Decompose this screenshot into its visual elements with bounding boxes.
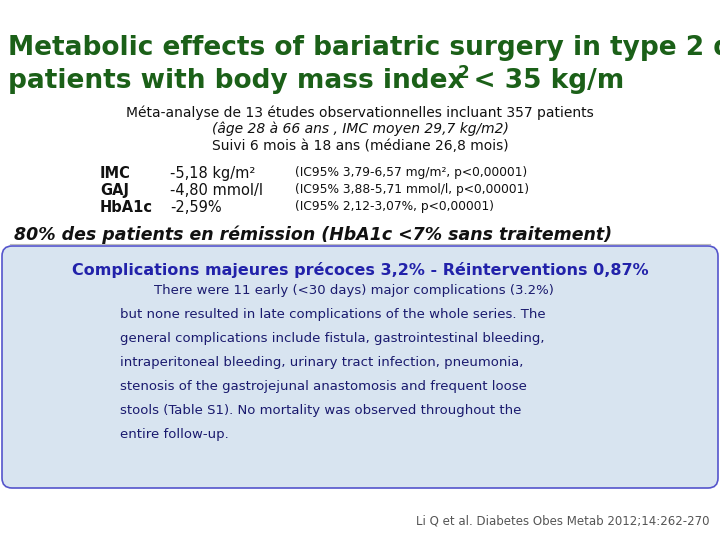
Text: -4,80 mmol/l: -4,80 mmol/l (170, 183, 263, 198)
Text: stools (Table S1). No mortality was observed throughout the: stools (Table S1). No mortality was obse… (120, 404, 521, 417)
Text: Metabolic effects of bariatric surgery in type 2 diabetic: Metabolic effects of bariatric surgery i… (8, 35, 720, 61)
Text: 2: 2 (458, 64, 469, 82)
Text: There were 11 early (<30 days) major complications (3.2%): There were 11 early (<30 days) major com… (120, 284, 554, 297)
Text: but none resulted in late complications of the whole series. The: but none resulted in late complications … (120, 308, 546, 321)
Text: entire follow-up.: entire follow-up. (120, 428, 229, 441)
Text: IMC: IMC (100, 166, 131, 181)
Text: intraperitoneal bleeding, urinary tract infection, pneumonia,: intraperitoneal bleeding, urinary tract … (120, 356, 523, 369)
Text: Complications majeures précoces 3,2% - Réinterventions 0,87%: Complications majeures précoces 3,2% - R… (72, 262, 648, 278)
Text: Li Q et al. Diabetes Obes Metab 2012;14:262-270: Li Q et al. Diabetes Obes Metab 2012;14:… (416, 515, 710, 528)
Text: -5,18 kg/m²: -5,18 kg/m² (170, 166, 256, 181)
FancyBboxPatch shape (2, 246, 718, 488)
Text: patients with body mass index < 35 kg/m: patients with body mass index < 35 kg/m (8, 68, 624, 94)
Text: GAJ: GAJ (100, 183, 129, 198)
Text: stenosis of the gastrojejunal anastomosis and frequent loose: stenosis of the gastrojejunal anastomosi… (120, 380, 527, 393)
Text: (IC95% 3,88-5,71 mmol/l, p<0,00001): (IC95% 3,88-5,71 mmol/l, p<0,00001) (295, 183, 529, 196)
Text: (IC95% 3,79-6,57 mg/m², p<0,00001): (IC95% 3,79-6,57 mg/m², p<0,00001) (295, 166, 527, 179)
Text: HbA1c: HbA1c (100, 200, 153, 215)
Text: -2,59%: -2,59% (170, 200, 222, 215)
Text: general complications include fistula, gastrointestinal bleeding,: general complications include fistula, g… (120, 332, 544, 345)
Text: (IC95% 2,12-3,07%, p<0,00001): (IC95% 2,12-3,07%, p<0,00001) (295, 200, 494, 213)
Text: Méta-analyse de 13 études observationnelles incluant 357 patients: Méta-analyse de 13 études observationnel… (126, 105, 594, 119)
Text: 80% des patients en rémission (HbA1c <7% sans traitement): 80% des patients en rémission (HbA1c <7%… (14, 226, 612, 245)
Text: Suivi 6 mois à 18 ans (médiane 26,8 mois): Suivi 6 mois à 18 ans (médiane 26,8 mois… (212, 139, 508, 153)
Text: (âge 28 à 66 ans , IMC moyen 29,7 kg/m2): (âge 28 à 66 ans , IMC moyen 29,7 kg/m2) (212, 122, 508, 137)
